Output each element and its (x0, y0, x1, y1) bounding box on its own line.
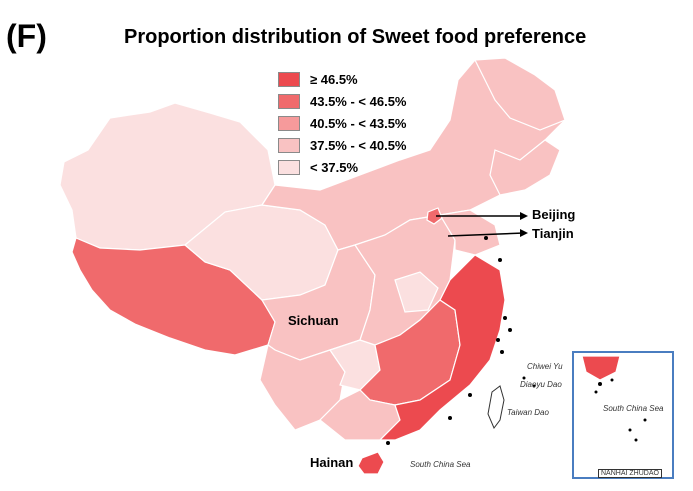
region-heilongjiang (474, 57, 566, 131)
tianjin-pointer (447, 232, 525, 237)
legend: ≥ 46.5% 43.5% - < 46.5% 40.5% - < 43.5% 37.… (278, 68, 406, 178)
legend-label: 40.5% - < 43.5% (310, 115, 407, 131)
inset-islands (594, 378, 647, 442)
label-hainan: Hainan (310, 455, 354, 470)
region-shandong (439, 209, 501, 256)
legend-item: 37.5% - < 40.5% (278, 134, 406, 156)
label-chiwei-yu: Chiwei Yu (527, 362, 563, 371)
panel-letter: (F) (6, 18, 47, 54)
coastal-islands (386, 236, 536, 445)
inset-caption: NANHAI ZHUDAO (598, 469, 662, 478)
label-tianjin: Tianjin (532, 226, 574, 241)
legend-swatch (278, 71, 300, 87)
tianjin-arrowhead (520, 229, 528, 237)
legend-label: 37.5% - < 40.5% (310, 137, 407, 153)
label-beijing: Beijing (532, 207, 576, 222)
inset-coast (581, 355, 621, 381)
legend-swatch (278, 115, 300, 131)
region-southeast-coast (378, 254, 506, 441)
region-northeast-south (489, 139, 561, 196)
legend-item: 43.5% - < 46.5% (278, 90, 406, 112)
region-tibet (71, 237, 276, 356)
region-henan (394, 271, 439, 313)
legend-item: 40.5% - < 43.5% (278, 112, 406, 134)
legend-item: < 37.5% (278, 156, 406, 178)
label-inset-south-china-sea: South China Sea (603, 404, 664, 413)
beijing-arrowhead (520, 212, 528, 220)
label-taiwan-dao: Taiwan Dao (507, 408, 549, 417)
label-sichuan: Sichuan (288, 313, 339, 328)
map-title: Proportion distribution of Sweet food pr… (124, 26, 587, 48)
legend-swatch (278, 159, 300, 175)
legend-label: ≥ 46.5% (310, 71, 358, 87)
region-taiwan (487, 385, 505, 429)
legend-label: < 37.5% (310, 159, 359, 175)
region-hainan (357, 451, 385, 475)
region-beijing (426, 207, 443, 225)
legend-label: 43.5% - < 46.5% (310, 93, 407, 109)
legend-swatch (278, 137, 300, 153)
label-diaoyu-dao: Diaoyu Dao (520, 380, 562, 389)
legend-item: ≥ 46.5% (278, 68, 406, 90)
legend-swatch (278, 93, 300, 109)
label-south-china-sea: South China Sea (410, 460, 471, 469)
